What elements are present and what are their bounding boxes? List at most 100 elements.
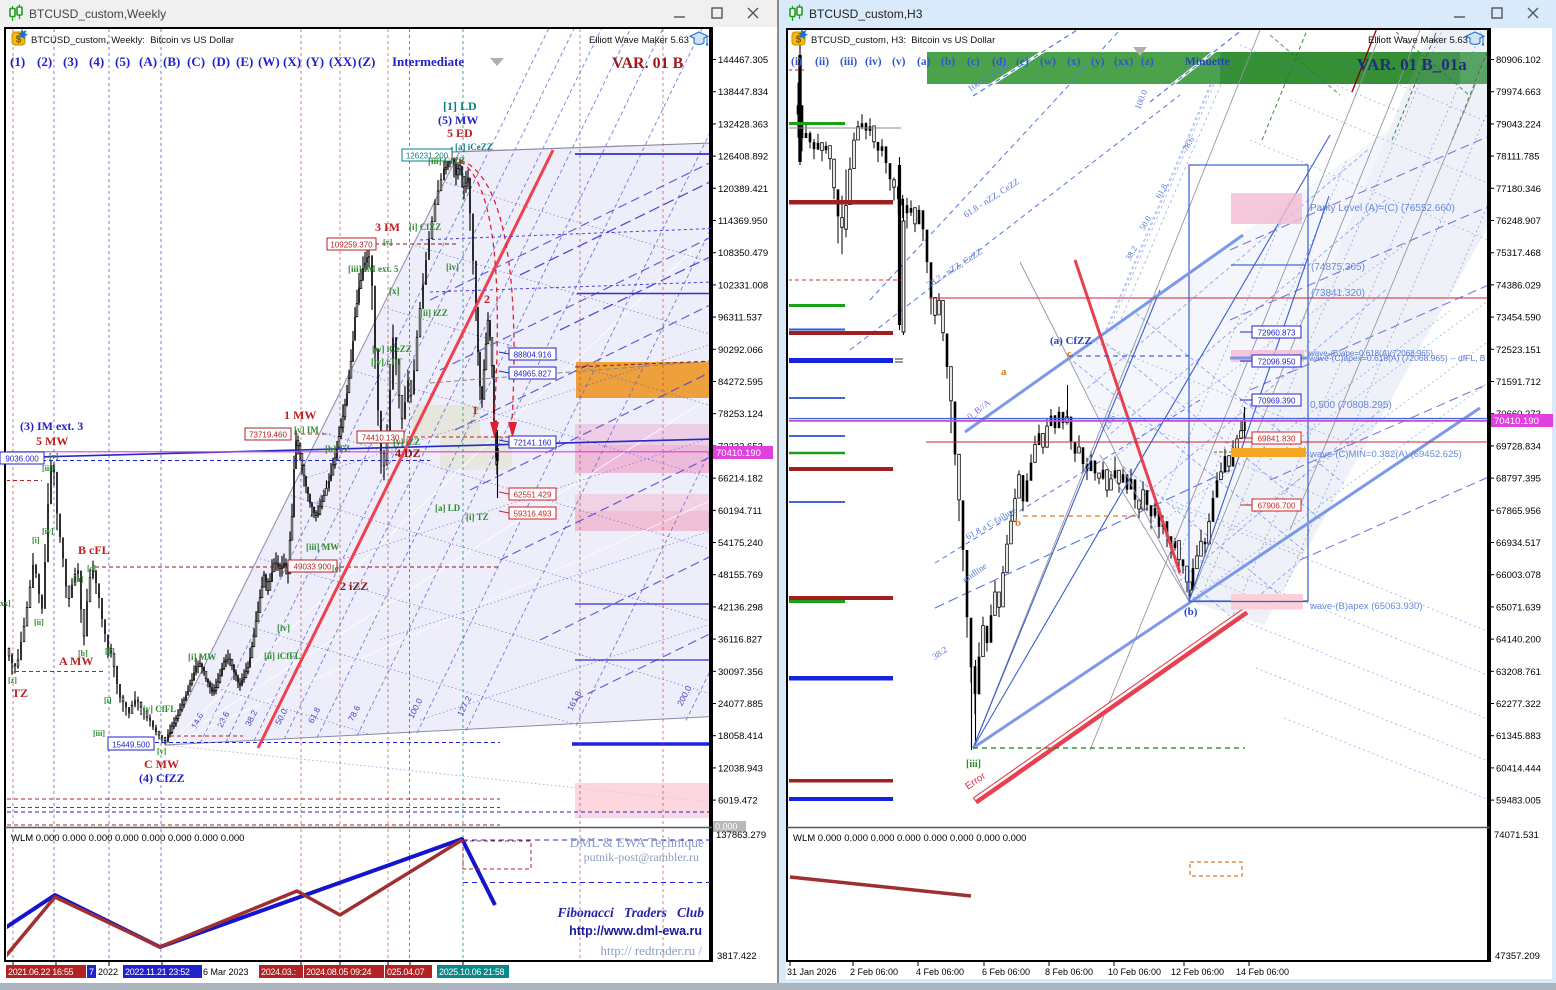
svg-text:138447.834: 138447.834 xyxy=(718,87,768,98)
svg-text:(v): (v) xyxy=(892,56,906,68)
svg-text:2022.11.21 23:52: 2022.11.21 23:52 xyxy=(125,967,190,977)
svg-text:30097.356: 30097.356 xyxy=(718,667,763,678)
svg-text:2 Feb 06:00: 2 Feb 06:00 xyxy=(850,967,898,977)
svg-text:(3) IM ext. 3: (3) IM ext. 3 xyxy=(20,419,83,433)
svg-text:(z): (z) xyxy=(1141,56,1154,68)
svg-text:2025.10.06 21:58: 2025.10.06 21:58 xyxy=(439,967,505,977)
svg-text:62551.429: 62551.429 xyxy=(514,491,552,500)
svg-text:69841.830: 69841.830 xyxy=(1258,435,1296,444)
svg-text:8 Feb 06:00: 8 Feb 06:00 xyxy=(1045,967,1093,977)
svg-text:79043.224: 79043.224 xyxy=(1496,119,1541,130)
svg-text:(i): (i) xyxy=(791,56,802,68)
svg-text:[b] TZ: [b] TZ xyxy=(325,444,350,454)
svg-text:5 ED: 5 ED xyxy=(447,126,473,140)
svg-text:7: 7 xyxy=(89,967,94,977)
svg-text:114369.950: 114369.950 xyxy=(718,216,768,227)
svg-text:(xx): (xx) xyxy=(1114,56,1133,68)
svg-text:(A): (A) xyxy=(139,54,157,69)
svg-text:74071.531: 74071.531 xyxy=(1494,830,1539,841)
svg-text:67906.700: 67906.700 xyxy=(1258,502,1296,511)
svg-text:[iii]: [iii] xyxy=(966,759,981,770)
svg-text:[v]: [v] xyxy=(49,452,59,461)
svg-text:12 Feb 06:00: 12 Feb 06:00 xyxy=(1171,967,1224,977)
svg-text:74410.130: 74410.130 xyxy=(362,434,400,443)
svg-text:80906.102: 80906.102 xyxy=(1496,55,1541,66)
svg-text:108350.479: 108350.479 xyxy=(718,248,768,259)
svg-text:[1] LD: [1] LD xyxy=(443,99,477,113)
svg-text:2024.03.:: 2024.03.: xyxy=(261,967,296,977)
svg-text:48155.769: 48155.769 xyxy=(718,570,763,581)
svg-text:96311.537: 96311.537 xyxy=(718,313,762,324)
svg-text:[i]: [i] xyxy=(104,696,112,705)
svg-text:54175.240: 54175.240 xyxy=(718,538,763,549)
svg-text:6019.472: 6019.472 xyxy=(718,796,758,807)
svg-text:64140.200: 64140.200 xyxy=(1496,635,1541,646)
svg-text:65071.639: 65071.639 xyxy=(1496,602,1541,613)
svg-text:[c]: [c] xyxy=(87,564,96,573)
svg-text:67865.956: 67865.956 xyxy=(1496,506,1541,517)
svg-text:68797.395: 68797.395 xyxy=(1496,474,1541,485)
svg-text:3817.422: 3817.422 xyxy=(717,951,757,962)
svg-text:WLM 0.000 0.000 0.000 0.000 0.: WLM 0.000 0.000 0.000 0.000 0.000 0.000 … xyxy=(793,833,1026,844)
svg-text:(4) CfZZ: (4) CfZZ xyxy=(139,771,185,785)
svg-text:(74875,305): (74875,305) xyxy=(1311,262,1365,273)
svg-text:2022: 2022 xyxy=(98,967,118,977)
svg-text:[iv]: [iv] xyxy=(446,262,459,272)
svg-text:66934.517: 66934.517 xyxy=(1496,538,1541,549)
svg-text:(Y): (Y) xyxy=(306,54,324,69)
svg-text:66003.078: 66003.078 xyxy=(1496,570,1541,581)
svg-text:72096.950: 72096.950 xyxy=(1258,358,1296,367)
svg-text:77180.346: 77180.346 xyxy=(1496,184,1541,195)
svg-text:74386.029: 74386.029 xyxy=(1496,280,1541,291)
svg-text:5 MW: 5 MW xyxy=(36,434,68,448)
svg-text:[ii]: [ii] xyxy=(105,647,115,656)
svg-text:DML & EWA Technique: DML & EWA Technique xyxy=(570,835,704,850)
svg-text:(73841.320): (73841.320) xyxy=(1311,288,1365,299)
svg-text:wave-(C)MIN=0.382(A) (69452.62: wave-(C)MIN=0.382(A) (69452.625) xyxy=(1309,449,1462,460)
svg-text:025.04.07: 025.04.07 xyxy=(387,967,425,977)
svg-text:$: $ xyxy=(16,35,22,46)
svg-text:(a): (a) xyxy=(917,56,931,68)
svg-text:(1): (1) xyxy=(10,54,25,69)
svg-text:109259.370: 109259.370 xyxy=(330,241,373,250)
svg-text:60194.711: 60194.711 xyxy=(718,506,762,517)
svg-text:9036.000: 9036.000 xyxy=(5,455,39,464)
svg-text:90292.066: 90292.066 xyxy=(718,345,763,356)
svg-text:(X): (X) xyxy=(283,54,301,69)
svg-text:[iv]: [iv] xyxy=(277,623,290,633)
svg-text:[iv] rTT: [iv] rTT xyxy=(371,357,402,367)
svg-text:6 Feb 06:00: 6 Feb 06:00 xyxy=(982,967,1030,977)
svg-text:[iii]: [iii] xyxy=(93,729,105,738)
svg-text:http:// redtrader.ru /: http:// redtrader.ru / xyxy=(601,943,703,958)
svg-text:Minuette: Minuette xyxy=(1185,56,1230,68)
svg-text:63208.761: 63208.761 xyxy=(1496,667,1541,678)
svg-text:84272.595: 84272.595 xyxy=(718,377,763,388)
svg-text:Intermediate: Intermediate xyxy=(392,54,464,69)
svg-text:BTCUSD_custom, Weekly: Bitcoi: BTCUSD_custom, Weekly: Bitcoin vs US Dol… xyxy=(31,35,234,46)
svg-text:[v]: [v] xyxy=(157,747,167,756)
svg-text:(y): (y) xyxy=(1091,56,1105,68)
svg-text:b: b xyxy=(1015,517,1021,529)
svg-text:137863.279: 137863.279 xyxy=(716,830,766,841)
svg-text:(3): (3) xyxy=(63,54,78,69)
svg-text:59316.493: 59316.493 xyxy=(514,510,552,519)
svg-text:[iii] IM ext. 5: [iii] IM ext. 5 xyxy=(348,264,399,274)
svg-text:(W): (W) xyxy=(258,54,280,69)
svg-text:12038.943: 12038.943 xyxy=(718,763,763,774)
svg-text:Elliott Wave Maker 5.63: Elliott Wave Maker 5.63 xyxy=(589,35,689,46)
svg-text:2024.08.05 09:24: 2024.08.05 09:24 xyxy=(306,967,372,977)
svg-text:73454.590: 73454.590 xyxy=(1496,313,1541,324)
svg-text:62277.322: 62277.322 xyxy=(1496,699,1541,710)
svg-text:Elliott Wave Maker 5.63: Elliott Wave Maker 5.63 xyxy=(1368,35,1468,46)
svg-text:1: 1 xyxy=(472,403,478,417)
svg-text:(5): (5) xyxy=(115,54,130,69)
svg-text:[a]: [a] xyxy=(74,575,84,584)
svg-text:[x]: [x] xyxy=(389,286,400,296)
svg-text:[i] MW: [i] MW xyxy=(188,652,216,662)
svg-text:72523.151: 72523.151 xyxy=(1496,345,1541,356)
svg-text:126231.200: 126231.200 xyxy=(406,152,449,161)
svg-text:47357.209: 47357.209 xyxy=(1495,951,1540,962)
svg-text:66214.182: 66214.182 xyxy=(718,474,763,485)
svg-text:c: c xyxy=(1067,349,1072,360)
svg-text:14 Feb 06:00: 14 Feb 06:00 xyxy=(1236,967,1289,977)
